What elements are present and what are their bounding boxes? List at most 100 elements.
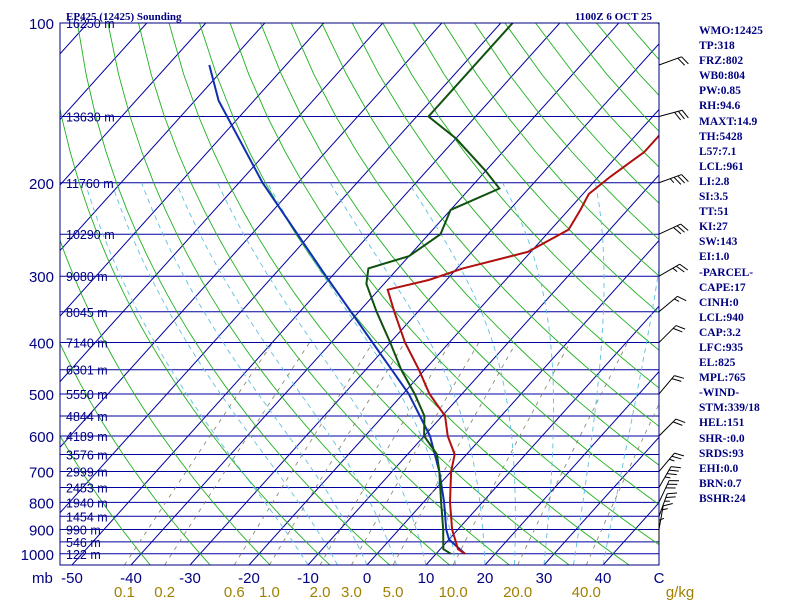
temperature-tick-label: 40 — [595, 570, 612, 587]
height-label: 546 m — [66, 536, 101, 550]
temperature-tick-label: 10 — [418, 570, 435, 587]
dry-adiabat — [382, 23, 659, 351]
pressure-tick-label: 400 — [29, 336, 54, 353]
barb-flag — [674, 375, 685, 379]
mixing-ratio-label: 20.0 — [503, 584, 532, 600]
pressure-tick-label: 500 — [29, 387, 54, 404]
isotherm-line — [60, 23, 325, 317]
barb-flag — [666, 473, 677, 476]
isotherm-line — [60, 23, 266, 252]
barb-half-flag — [672, 267, 678, 272]
stat-line: BRN:0.7 — [699, 477, 742, 490]
barb-flag — [671, 378, 682, 382]
temperature-tick-label: -40 — [120, 570, 142, 587]
temperature-tick-label: -10 — [297, 570, 319, 587]
stat-line: TT:51 — [699, 206, 729, 219]
barb-half-flag — [669, 178, 675, 184]
stat-line: SRDS:93 — [699, 447, 744, 460]
dry-adiabat — [229, 23, 659, 546]
isotherm-line — [60, 23, 443, 448]
barb-flag — [680, 223, 689, 231]
sounding-time: 1100Z 6 OCT 25 — [575, 11, 653, 23]
stat-line: EL:825 — [699, 357, 736, 370]
height-label: 11760 m — [66, 177, 114, 191]
height-label: 7140 m — [66, 337, 108, 351]
dry-adiabat — [199, 23, 630, 565]
isotherm-line — [543, 436, 659, 565]
dry-adiabat — [168, 23, 570, 565]
barb-flag — [681, 174, 689, 183]
pressure-tick-label: 100 — [29, 16, 54, 33]
mixing-ratio-label: 0.1 — [114, 584, 135, 600]
barb-flag — [670, 466, 681, 469]
dry-adiabat — [443, 23, 659, 277]
height-label: 1940 m — [66, 496, 108, 510]
barb-flag — [679, 263, 689, 271]
barb-flag — [667, 492, 678, 495]
temperature-trace — [386, 134, 659, 555]
barb-flag — [671, 455, 682, 460]
moist-adiabat — [84, 182, 309, 565]
mixing-ratio-label: 0.6 — [224, 584, 245, 600]
isotherm-line — [60, 23, 148, 121]
mixing-ratio-label: 3.0 — [341, 584, 362, 600]
stat-line: SW:143 — [699, 236, 738, 249]
isotherm-line — [248, 108, 659, 565]
stat-line: -PARCEL- — [699, 266, 754, 279]
height-label: 9080 m — [66, 270, 108, 284]
dry-adiabat — [351, 23, 659, 389]
stat-line: FRZ:802 — [699, 55, 744, 68]
barb-half-flag — [669, 458, 675, 462]
pressure-tick-label: 900 — [29, 522, 54, 539]
stat-line: HEL:151 — [699, 417, 745, 430]
wind-barb — [658, 480, 679, 503]
height-label: 5550 m — [66, 388, 108, 402]
isotherm-line — [484, 370, 659, 565]
isotherm-line — [71, 23, 561, 565]
pressure-tick-label: 600 — [29, 429, 54, 446]
mixing-ratio-line — [164, 342, 310, 565]
dewpoint-trace — [365, 23, 514, 555]
moist-adiabat — [602, 266, 659, 565]
stat-line: -WIND- — [699, 387, 740, 400]
stat-line: TP:318 — [699, 40, 735, 53]
barb-half-flag — [662, 508, 668, 511]
barb-flag — [681, 56, 689, 65]
stat-line: STM:339/18 — [699, 402, 760, 415]
plot-border — [59, 22, 660, 566]
pressure-tick-label: 1000 — [21, 547, 54, 564]
height-label: 4189 m — [66, 430, 108, 444]
wind-barbs — [658, 56, 689, 545]
temperature-tick-label: 0 — [363, 570, 371, 587]
height-label: 1454 m — [66, 510, 108, 524]
barb-shaft — [658, 295, 678, 313]
stats-panel: WMO:12425 TP:318 FRZ:802 WB0:804 PW:0.85 RH:9… — [699, 24, 763, 507]
pressure-tick-label: 300 — [29, 269, 54, 286]
mixing-ratio-line — [452, 342, 571, 565]
mixing-ratio-line — [517, 342, 628, 565]
mixing-ratio-label: 1.0 — [259, 584, 280, 600]
wind-barb — [658, 466, 681, 488]
stat-line: WMO:12425 — [699, 25, 763, 37]
dry-adiabat — [107, 23, 450, 565]
barb-flag — [672, 421, 683, 426]
barb-flag — [667, 483, 678, 485]
pressure-tick-label: 700 — [29, 465, 54, 482]
wind-barb — [658, 109, 689, 121]
temperature-tick-label: 20 — [477, 570, 494, 587]
moist-adiabat — [329, 182, 486, 565]
stat-line: KI:27 — [699, 221, 728, 234]
dry-adiabat — [76, 23, 390, 565]
wind-barb — [658, 56, 689, 66]
mixing-ratio-line — [319, 342, 451, 565]
height-label: 6301 m — [66, 364, 108, 378]
barb-flag — [674, 452, 685, 457]
dry-adiabat — [260, 23, 659, 506]
wind-barb — [658, 223, 689, 235]
wind-barb — [658, 418, 686, 437]
dry-adiabat — [138, 23, 510, 565]
barb-shaft — [658, 493, 668, 517]
barb-flag — [665, 487, 676, 489]
height-label: 8045 m — [66, 306, 108, 320]
